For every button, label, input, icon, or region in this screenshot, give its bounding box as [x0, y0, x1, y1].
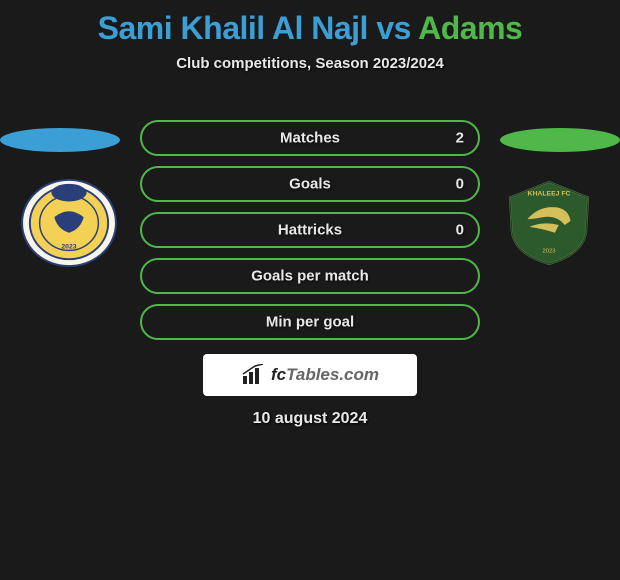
- subtitle: Club competitions, Season 2023/2024: [0, 55, 620, 72]
- stat-value-right: 0: [456, 222, 464, 239]
- stat-row-goals-per-match: Goals per match: [140, 258, 480, 294]
- branding-text-left: fc: [271, 365, 286, 384]
- svg-text:2023: 2023: [61, 243, 76, 250]
- branding-box: fcTables.com: [203, 354, 417, 396]
- player2-name: Adams: [418, 10, 522, 46]
- al-nassr-badge: 2023: [20, 178, 118, 268]
- branding-text: fcTables.com: [271, 365, 379, 385]
- khaleej-badge: KHALEEJ FC 2023: [500, 178, 598, 268]
- chart-icon: [241, 364, 267, 386]
- stat-label: Matches: [280, 130, 340, 147]
- stat-value-right: 0: [456, 176, 464, 193]
- stat-label: Goals per match: [251, 268, 369, 285]
- date-label: 10 august 2024: [0, 410, 620, 428]
- svg-text:KHALEEJ FC: KHALEEJ FC: [528, 191, 571, 198]
- stat-label: Hattricks: [278, 222, 342, 239]
- player1-name: Sami Khalil Al Najl: [98, 10, 368, 46]
- stats-list: Matches 2 Goals 0 Hattricks 0 Goals per …: [140, 120, 480, 350]
- svg-text:2023: 2023: [542, 248, 555, 254]
- stat-row-goals: Goals 0: [140, 166, 480, 202]
- branding-text-right: Tables.com: [286, 365, 379, 384]
- stat-row-hattricks: Hattricks 0: [140, 212, 480, 248]
- stat-label: Goals: [289, 176, 331, 193]
- stat-label: Min per goal: [266, 314, 354, 331]
- stat-row-min-per-goal: Min per goal: [140, 304, 480, 340]
- comparison-title: Sami Khalil Al Najl vs Adams: [0, 0, 620, 47]
- player2-accent-oval: [500, 128, 620, 152]
- stat-row-matches: Matches 2: [140, 120, 480, 156]
- player1-accent-oval: [0, 128, 120, 152]
- stat-value-right: 2: [456, 130, 464, 147]
- vs-separator: vs: [376, 10, 411, 46]
